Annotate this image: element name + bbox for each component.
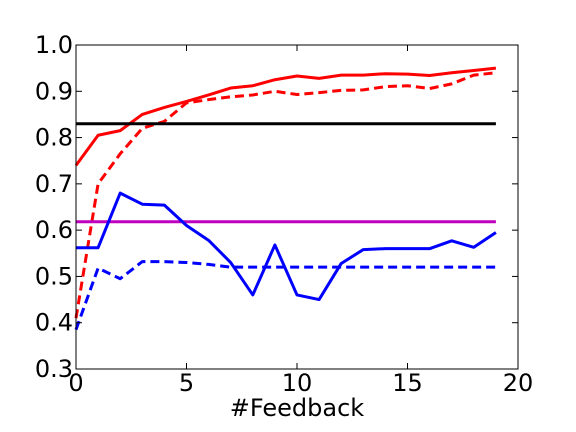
y-tick-label-0-7: 0.7: [35, 170, 73, 198]
x-axis-title: #Feedback: [230, 394, 365, 422]
series-line-2: [74, 71, 497, 319]
ticks-layer: [75, 44, 519, 370]
series-layer: [74, 66, 497, 331]
y-tick-label-0-9: 0.9: [35, 77, 73, 105]
y-tick-label-0-3: 0.3: [35, 355, 73, 383]
series-line-5: [76, 191, 497, 302]
y-tick-label-0-4: 0.4: [35, 309, 73, 337]
y-tick-label-0-6: 0.6: [35, 216, 73, 244]
y-tick-label-1: 1.0: [35, 31, 73, 59]
y-tick-label-0-5: 0.5: [35, 262, 73, 290]
x-tick-label-15: 15: [392, 369, 423, 397]
labels-layer: 0 5 10 15 20 0.3 0.4 0.5 0.6 0.7 0.8 0.9 1.0: [35, 31, 533, 397]
x-tick-label-5: 5: [179, 369, 194, 397]
series-line-1: [74, 66, 497, 167]
x-tick-label-20: 20: [503, 369, 534, 397]
x-tick-label-10: 10: [282, 369, 313, 397]
x-tick-label-0: 0: [68, 369, 83, 397]
y-tick-label-0-8: 0.8: [35, 124, 73, 152]
